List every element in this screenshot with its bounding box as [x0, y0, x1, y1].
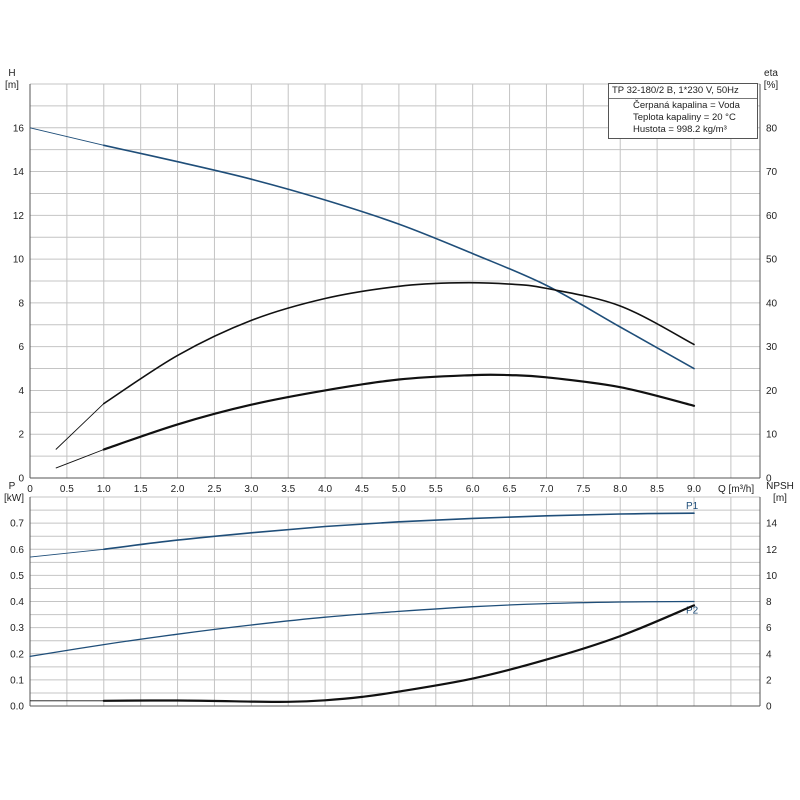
series-line	[103, 144, 695, 370]
y-right-tick-label: 70	[766, 167, 778, 178]
y-left-tick-label: 4	[18, 386, 24, 397]
y-left-tick-label: 0	[18, 474, 24, 485]
x-tick-label: 1.5	[134, 484, 148, 495]
y-left-axis-unit: [m]	[5, 80, 19, 91]
y-right-axis-title: eta	[764, 68, 778, 79]
y-left-tick-label: 10	[13, 255, 25, 266]
y-right-tick-label: 12	[766, 545, 778, 556]
x-tick-label: 6.5	[503, 484, 517, 495]
x-tick-label: 4.0	[318, 484, 332, 495]
y-left-tick-label: 0.7	[10, 519, 24, 530]
y-right-tick-label: 0	[766, 474, 772, 485]
y-right-tick-label: 2	[766, 675, 772, 686]
series-line-extension	[29, 127, 104, 146]
x-tick-label: 5.0	[392, 484, 406, 495]
y-left-tick-label: 8	[18, 298, 24, 309]
p1-series-line	[103, 512, 695, 551]
x-tick-label: 3.0	[244, 484, 258, 495]
series-label-p1: P1	[686, 501, 699, 512]
p2-series-line	[29, 600, 695, 658]
y-left-tick-label: 0.1	[10, 675, 24, 686]
y-right-tick-label: 10	[766, 430, 778, 441]
y-left-tick-label: 0.5	[10, 571, 24, 582]
y-left-tick-label: 0.6	[10, 545, 24, 556]
x-tick-label: 6.0	[466, 484, 480, 495]
x-axis-title: Q [m³/h]	[718, 484, 754, 495]
pump-info-box: TP 32-180/2 B, 1*230 V, 50Hz Čerpaná kap…	[608, 83, 758, 139]
y-right-tick-label: 80	[766, 123, 778, 134]
y-left-tick-label: 0.2	[10, 649, 24, 660]
x-tick-label: 8.0	[613, 484, 627, 495]
y-right-tick-label: 6	[766, 623, 772, 634]
y-right-tick-label: 4	[766, 649, 772, 660]
y-left-tick-label: 14	[13, 167, 25, 178]
p1-series-line-extension	[29, 548, 104, 558]
y-left-axis-unit: [kW]	[4, 493, 24, 504]
series-line	[103, 281, 695, 405]
y-right-tick-label: 8	[766, 597, 772, 608]
x-tick-label: 8.5	[650, 484, 664, 495]
x-tick-label: 2.5	[207, 484, 221, 495]
x-tick-label: 2.0	[171, 484, 185, 495]
y-right-axis-unit: [%]	[764, 80, 779, 91]
series-line	[102, 373, 696, 451]
y-right-tick-label: 30	[766, 342, 778, 353]
y-right-tick-label: 14	[766, 519, 778, 530]
y-right-axis-unit: [m]	[773, 493, 787, 504]
series-line-extension	[55, 403, 105, 450]
series-line-extension	[55, 449, 104, 469]
y-left-tick-label: 6	[18, 342, 24, 353]
y-right-tick-label: 10	[766, 571, 778, 582]
x-tick-label: 4.5	[355, 484, 369, 495]
x-tick-label: 3.5	[281, 484, 295, 495]
density-label: Hustota = 998.2 kg/m³	[633, 124, 727, 135]
x-tick-label: 7.0	[539, 484, 553, 495]
y-right-tick-label: 50	[766, 255, 778, 266]
y-right-tick-label: 0	[766, 702, 772, 713]
y-left-tick-label: 0.0	[10, 702, 24, 713]
temperature-label: Teplota kapaliny = 20 °C	[633, 112, 736, 123]
x-tick-label: 9.0	[687, 484, 701, 495]
y-left-tick-label: 0.4	[10, 597, 24, 608]
y-left-tick-label: 12	[13, 211, 25, 222]
x-tick-label: 1.0	[97, 484, 111, 495]
y-left-axis-title: P	[9, 481, 16, 492]
y-right-tick-label: 20	[766, 386, 778, 397]
series-label-p2: P2	[686, 606, 699, 617]
y-left-axis-title: H	[8, 68, 15, 79]
x-tick-label: 7.5	[576, 484, 590, 495]
fluid-label: Čerpaná kapalina = Voda	[633, 100, 740, 111]
y-left-tick-label: 0.3	[10, 623, 24, 634]
series-line	[102, 604, 696, 703]
x-tick-label: 0.5	[60, 484, 74, 495]
y-right-tick-label: 40	[766, 298, 778, 309]
x-tick-label: 0	[27, 484, 33, 495]
y-right-tick-label: 60	[766, 211, 778, 222]
y-left-tick-label: 16	[13, 123, 25, 134]
y-right-axis-title: NPSH	[766, 481, 794, 492]
x-tick-label: 5.5	[429, 484, 443, 495]
pump-model-label: TP 32-180/2 B, 1*230 V, 50Hz	[609, 84, 757, 99]
y-left-tick-label: 2	[18, 430, 24, 441]
